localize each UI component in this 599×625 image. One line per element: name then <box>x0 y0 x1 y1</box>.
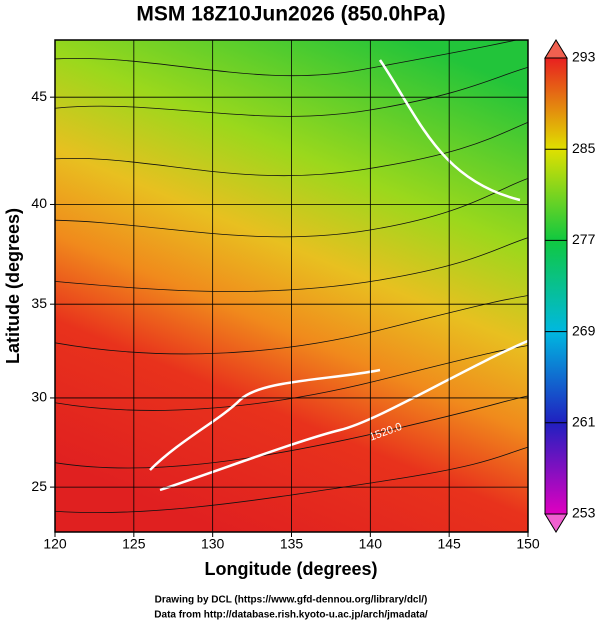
colorbar-label: 285 <box>572 140 596 156</box>
credit: Data from http://database.rish.kyoto-u.a… <box>154 610 428 621</box>
colorbar-label: 253 <box>572 505 596 521</box>
chart-title: MSM 18Z10Jun2026 (850.0hPa) <box>136 3 445 26</box>
x-tick-label: 125 <box>122 536 146 552</box>
contours <box>149 59 528 492</box>
y-tick-label: 40 <box>31 195 47 211</box>
x-tick-label: 120 <box>43 536 67 552</box>
colorbar-label: 277 <box>572 231 596 247</box>
x-tick-label: 140 <box>359 536 383 552</box>
y-tick-label: 25 <box>31 478 47 494</box>
y-tick-label: 45 <box>31 88 47 104</box>
y-axis-label: Latitude (degrees) <box>3 208 23 364</box>
colorbar-label: 261 <box>572 414 596 430</box>
x-axis-label: Longitude (degrees) <box>204 559 377 579</box>
y-tick-label: 30 <box>31 389 47 405</box>
y-tick-label: 35 <box>31 295 47 311</box>
colorbar <box>544 57 568 515</box>
x-tick-label: 145 <box>437 536 461 552</box>
colorbar-label: 269 <box>572 322 596 338</box>
colorbar-under <box>544 513 568 533</box>
x-tick-label: 150 <box>516 536 540 552</box>
colorbar-label: 293 <box>572 49 596 65</box>
colorbar-over <box>544 39 568 59</box>
x-tick-label: 130 <box>201 536 225 552</box>
credit: Drawing by DCL (https://www.gfd-dennou.o… <box>155 595 428 606</box>
x-tick-label: 135 <box>280 536 304 552</box>
